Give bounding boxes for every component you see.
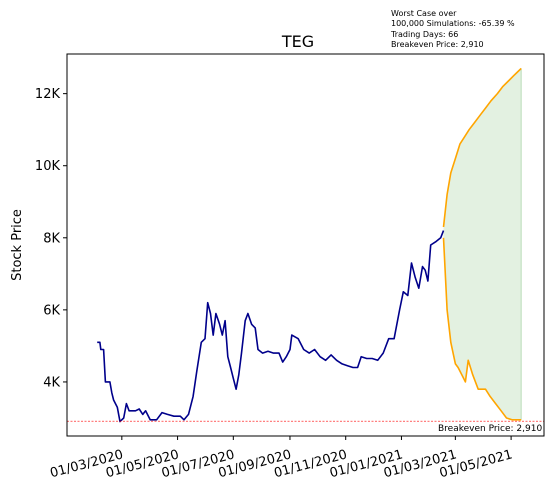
y-axis-label: Stock Price bbox=[10, 209, 25, 281]
annotation-line: 100,000 Simulations: -65.39 % bbox=[391, 19, 515, 28]
simulation-upper-line bbox=[442, 67, 522, 228]
y-axis-ticks: 4K 6K 8K 10K 12K bbox=[35, 87, 67, 390]
simulation-lower-line bbox=[442, 237, 522, 421]
series-line-layer bbox=[97, 67, 522, 423]
simulation-band bbox=[443, 68, 522, 420]
annotation-line: Trading Days: 66 bbox=[390, 30, 458, 39]
y-tick-label: 8K bbox=[43, 231, 60, 246]
y-tick-label: 10K bbox=[35, 159, 61, 174]
y-tick-label: 6K bbox=[43, 303, 60, 318]
simulation-annotation: Worst Case over 100,000 Simulations: -65… bbox=[390, 9, 515, 49]
breakeven-label: Breakeven Price: 2,910 bbox=[438, 424, 542, 434]
annotation-line: Breakeven Price: 2,910 bbox=[391, 40, 484, 49]
y-tick-label: 4K bbox=[43, 375, 60, 390]
y-tick-label: 12K bbox=[35, 87, 61, 102]
historical-price-line bbox=[97, 230, 445, 423]
simulation-band-layer bbox=[443, 68, 522, 420]
plot-frame bbox=[66, 53, 545, 437]
x-axis-ticks: 01/03/202001/05/202001/07/202001/09/2020… bbox=[49, 436, 514, 481]
annotation-line: Worst Case over bbox=[391, 9, 457, 18]
chart-title: TEG bbox=[281, 32, 314, 51]
